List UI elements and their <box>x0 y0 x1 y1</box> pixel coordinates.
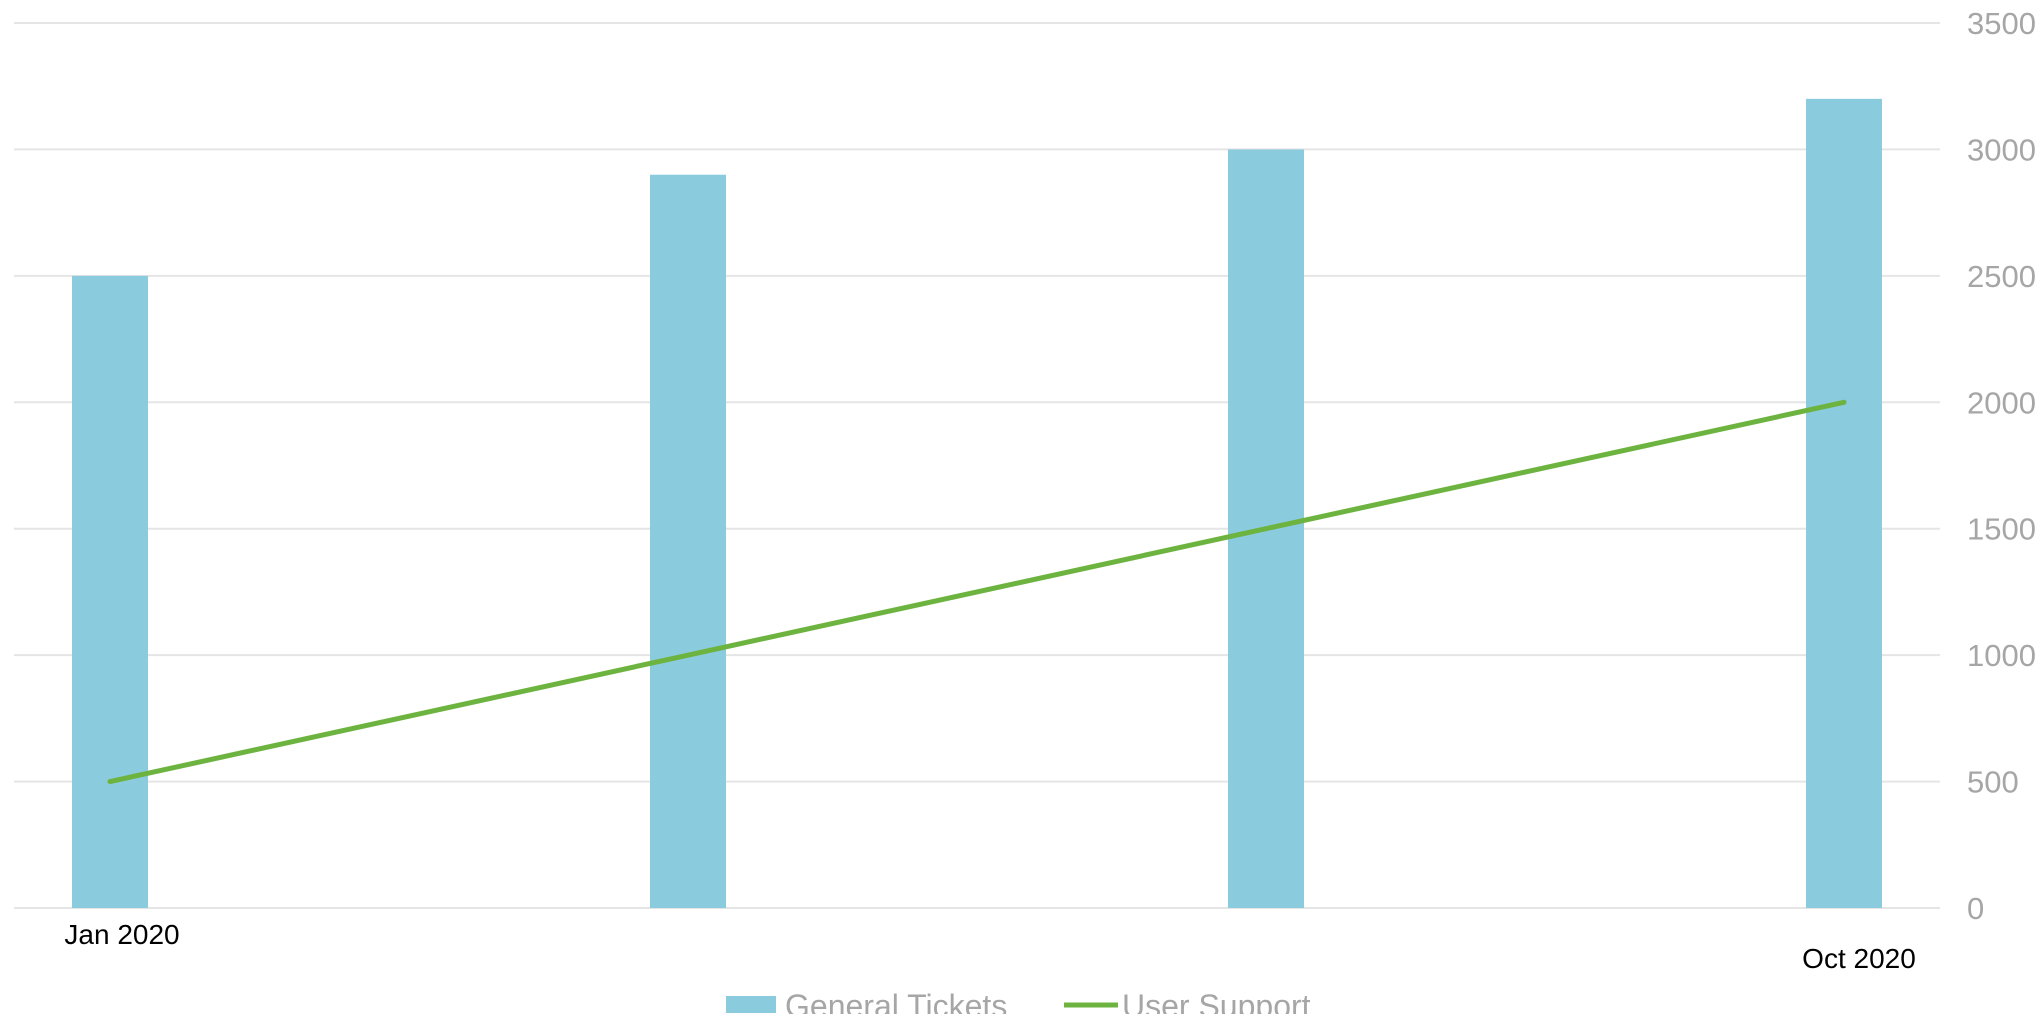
bar <box>72 275 148 908</box>
y-tick-label: 0 <box>1967 891 1984 926</box>
line-series-user-support <box>107 399 1847 785</box>
y-tick-label: 500 <box>1967 765 2019 800</box>
bar <box>1806 98 1882 909</box>
y-axis-tick-labels: 0 500 1000 1500 2000 2500 3000 3500 <box>1967 6 2036 926</box>
legend-label-user-support: User Support <box>1122 988 1311 1014</box>
legend: General Tickets User Support <box>726 988 1311 1014</box>
legend-swatch-general-tickets <box>726 996 776 1013</box>
y-tick-label: 2500 <box>1967 259 2036 294</box>
y-tick-label: 2000 <box>1967 385 2036 420</box>
y-tick-label: 1000 <box>1967 638 2036 673</box>
x-tick-label: Oct 2020 <box>1802 943 1916 974</box>
legend-label-general-tickets: General Tickets <box>785 988 1007 1014</box>
gridlines <box>14 22 1940 909</box>
series-line <box>107 399 1847 785</box>
x-tick-label: Jan 2020 <box>64 919 179 950</box>
y-tick-label: 3000 <box>1967 132 2036 167</box>
bar-series-general-tickets <box>72 98 1882 909</box>
y-tick-label: 3500 <box>1967 6 2036 41</box>
bar <box>650 174 726 908</box>
y-tick-label: 1500 <box>1967 512 2036 547</box>
x-axis-tick-labels: Jan 2020 Oct 2020 <box>64 919 1915 974</box>
